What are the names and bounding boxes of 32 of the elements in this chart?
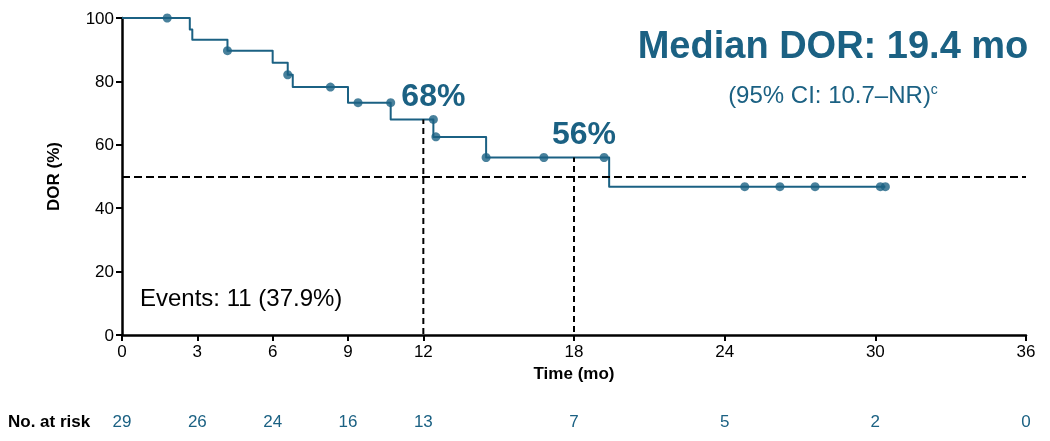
y-axis-title: DOR (%) <box>44 142 63 211</box>
text: 16 <box>338 412 358 431</box>
x-tick-label: 9 <box>343 342 353 361</box>
x-tick-label: 12 <box>413 342 433 361</box>
annotation: 68% <box>401 77 466 114</box>
x-tick-label: 3 <box>192 342 203 361</box>
text: 5 <box>719 412 730 431</box>
y-tick-label: 0 <box>104 325 114 345</box>
point <box>880 182 890 192</box>
text: 13 <box>413 412 433 431</box>
x-tick-label: 24 <box>715 342 735 361</box>
x-axis-title: Time (mo) <box>533 363 615 383</box>
text: 24 <box>263 412 283 431</box>
y-tick-label: 80 <box>95 71 114 91</box>
annotation: 56% <box>552 115 617 152</box>
y-tick-label: 60 <box>95 135 114 155</box>
y-tick-label: 20 <box>95 262 114 282</box>
text: 2 <box>870 412 881 431</box>
text: 7 <box>569 412 579 431</box>
x-tick-label: 36 <box>1016 342 1036 361</box>
x-tick-label: 18 <box>564 342 584 361</box>
x-tick-label: 6 <box>267 342 278 361</box>
text: 26 <box>187 412 207 431</box>
text: 29 <box>112 412 132 431</box>
text: 0 <box>1021 412 1031 431</box>
y-tick-label: 40 <box>95 198 114 218</box>
x-tick-label: 0 <box>117 342 127 361</box>
text: No. at risk <box>8 412 91 431</box>
chart-title: Median DOR: 19.4 mo <box>637 24 1029 66</box>
annotation: Events: 11 (37.9%) <box>140 283 343 311</box>
y-tick-label: 100 <box>85 8 114 28</box>
x-tick-label: 30 <box>865 342 885 361</box>
